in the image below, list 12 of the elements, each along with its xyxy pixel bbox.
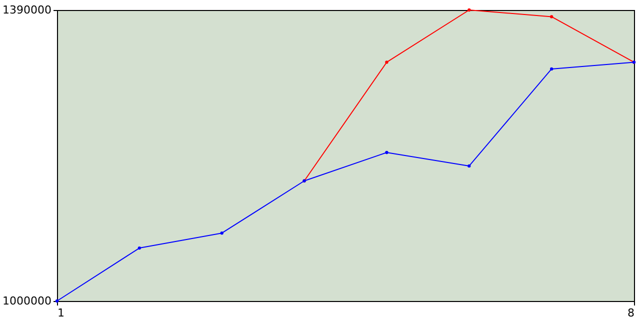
- point: [385, 60, 388, 64]
- x-tick-label: 1: [58, 306, 64, 320]
- x-tick-label: 8: [628, 306, 634, 320]
- y-tick-label: 1000000: [2, 294, 52, 308]
- point: [550, 67, 554, 71]
- point: [385, 150, 388, 154]
- y-tick-label: 1390000: [2, 4, 52, 16]
- point: [138, 246, 142, 250]
- point: [468, 164, 471, 168]
- point: [468, 8, 471, 12]
- point: [550, 15, 554, 18]
- point: [220, 232, 224, 235]
